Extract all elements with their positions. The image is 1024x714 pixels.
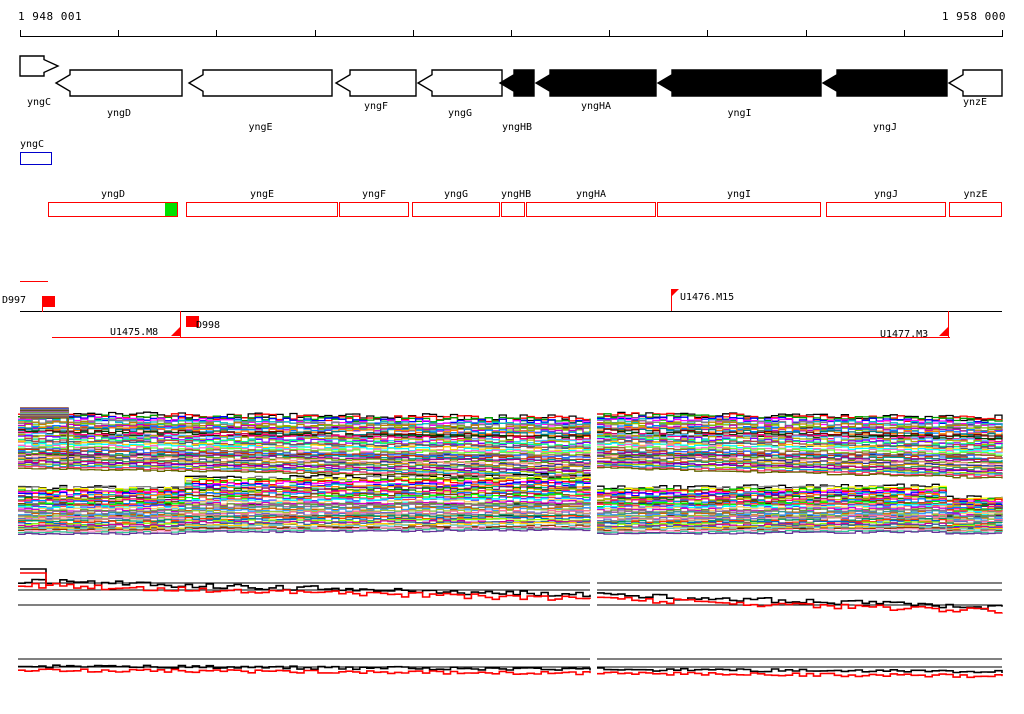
marker-track: D997 U1475.M8 D998 U1476.M15 U1477.M3 [0, 260, 1024, 360]
cds-box-yngHB[interactable] [501, 202, 525, 217]
cds-box-yngI[interactable] [657, 202, 821, 217]
ruler-tick-9 [904, 30, 905, 37]
cds-box-yngJ[interactable] [826, 202, 946, 217]
gene-arrow-label-yngI: yngI [727, 108, 752, 119]
cds-label-ynzE: ynzE [963, 189, 988, 200]
coordinate-start-label: 1 948 001 [18, 10, 83, 23]
trace-black-trace [597, 667, 1003, 674]
trace-red-trace [597, 671, 1003, 679]
gene-arrow-label-yngF: yngF [363, 101, 389, 112]
gene-arrow-yngJ[interactable] [821, 69, 948, 97]
cds-label-yngF: yngF [361, 189, 387, 200]
gene-arrow-label-yngHB: yngHB [501, 122, 533, 133]
marker-flag-U1475.M8[interactable] [171, 327, 180, 336]
cds-label-yngC: yngC [20, 139, 45, 150]
trace-black-trace [18, 664, 591, 671]
cds-box-yngG[interactable] [412, 202, 500, 217]
gene-arrow-yngD[interactable] [54, 69, 183, 97]
coordinate-end-label: 1 958 000 [941, 10, 1006, 23]
marker-pole-U1475.M8 [180, 311, 181, 337]
cds-box-yngD[interactable] [48, 202, 178, 217]
marker-stub-line [20, 281, 48, 282]
gene-arrow-yngC[interactable] [19, 55, 60, 77]
ruler-tick-0 [20, 30, 21, 37]
marker-flag-D997[interactable] [42, 296, 55, 307]
gene-arrow-yngG[interactable] [416, 69, 503, 97]
gene-arrow-ynzE[interactable] [947, 69, 1003, 97]
ruler-tick-1 [118, 30, 119, 37]
gene-arrow-label-ynzE: ynzE [962, 97, 988, 108]
gene-arrow-label-yngD: yngD [106, 108, 132, 119]
marker-flag-U1476.M15[interactable] [671, 289, 679, 297]
cds-box-yngE[interactable] [186, 202, 338, 217]
gene-arrow-yngF[interactable] [334, 69, 417, 97]
gene-arrow-track: yngC yngD yngE yngF yngG yngHB yngHA yngI yngJ yn… [0, 0, 1024, 133]
gene-arrow-label-yngJ: yngJ [872, 122, 898, 133]
gene-arrow-label-yngHA: yngHA [580, 101, 612, 112]
marker-lower-strand-line [52, 337, 950, 338]
position-ruler[interactable] [0, 0, 1024, 44]
cds-label-yngD: yngD [100, 189, 126, 200]
cds-label-yngJ: yngJ [873, 189, 899, 200]
cds-green-segment-yngD [165, 203, 177, 216]
marker-upper-strand-line [20, 311, 1002, 312]
marker-label-U1476.M15: U1476.M15 [680, 292, 735, 303]
trace-red-trace [18, 668, 591, 676]
cds-box-yngF[interactable] [339, 202, 409, 217]
ruler-tick-10 [1002, 30, 1003, 37]
ruler-tick-4 [413, 30, 414, 37]
ruler-tick-8 [806, 30, 807, 37]
marker-label-D998: D998 [196, 320, 221, 331]
cds-box-ynzE[interactable] [949, 202, 1002, 217]
cds-label-yngI: yngI [726, 189, 752, 200]
gene-arrow-yngHB[interactable] [498, 69, 535, 97]
cds-box-yngHA[interactable] [526, 202, 656, 217]
gene-arrow-yngI[interactable] [656, 69, 822, 97]
marker-flag-D998[interactable] [186, 316, 199, 327]
cds-track: yngC yngD yngE yngF yngG yngHB yngHA yngI yngJ yn… [0, 0, 1024, 230]
cds-box-yngC[interactable] [20, 152, 52, 165]
ruler-tick-3 [315, 30, 316, 37]
marker-pole-U1477.M3 [948, 311, 949, 337]
ruler-tick-7 [707, 30, 708, 37]
cds-label-yngG: yngG [443, 189, 469, 200]
gene-arrow-yngE[interactable] [187, 69, 333, 97]
cds-label-yngE: yngE [249, 189, 275, 200]
gene-arrow-label-yngE: yngE [248, 122, 273, 133]
gene-arrow-label-yngC: yngC [26, 97, 52, 108]
ruler-tick-5 [511, 30, 512, 37]
ruler-tick-2 [216, 30, 217, 37]
marker-label-D997: D997 [2, 295, 27, 306]
cds-label-yngHA: yngHA [575, 189, 607, 200]
ruler-tick-6 [609, 30, 610, 37]
gene-arrow-label-yngG: yngG [447, 108, 473, 119]
gene-arrow-yngHA[interactable] [534, 69, 657, 97]
marker-label-U1475.M8: U1475.M8 [110, 327, 159, 338]
marker-pole-U1476.M15 [671, 289, 672, 311]
cds-label-yngHB: yngHB [501, 189, 532, 200]
marker-flag-U1477.M3[interactable] [939, 327, 948, 336]
marker-label-U1477.M3: U1477.M3 [880, 329, 929, 340]
